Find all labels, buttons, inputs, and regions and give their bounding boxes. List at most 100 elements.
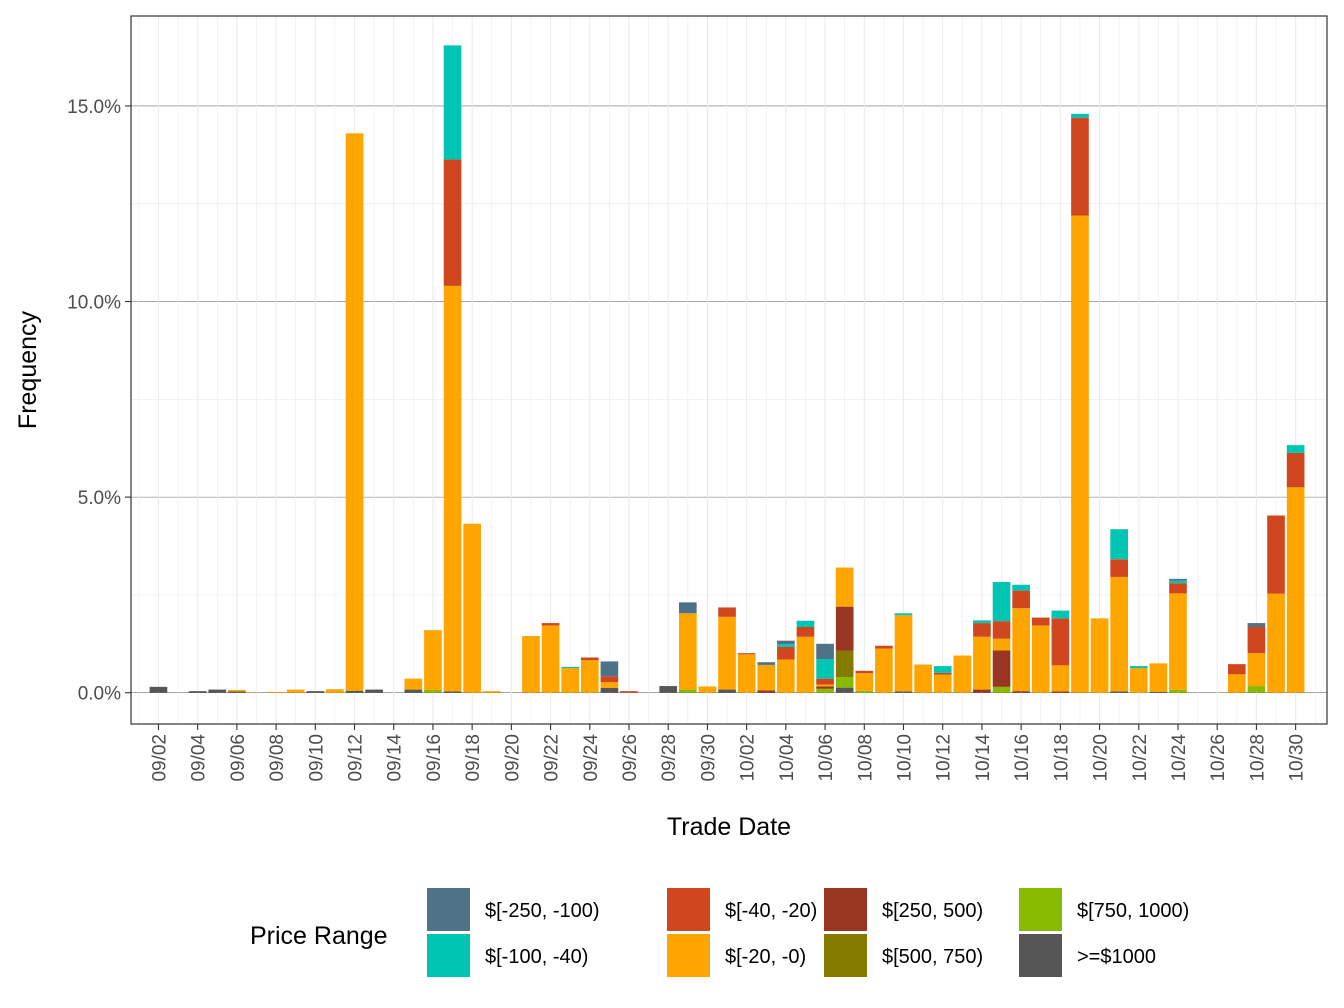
bar-segment-1000 <box>1149 691 1168 693</box>
bar-segment-20-0 <box>424 630 442 690</box>
bar-segment-100-40 <box>816 659 834 679</box>
legend-item-250-500: $[250, 500) <box>824 888 983 931</box>
x-tick-label: 09/12 <box>346 734 367 782</box>
bar-segment-40-20 <box>1071 117 1089 216</box>
bar-09-04 <box>188 691 207 693</box>
bar-segment-250-100 <box>757 662 776 665</box>
bar-segment-1000 <box>404 689 423 693</box>
bar-segment-20-0 <box>561 668 580 693</box>
bar-segment-750-1000 <box>816 688 834 693</box>
bar-segment-100-40 <box>1286 445 1305 453</box>
bar-10-16 <box>1012 584 1030 693</box>
bar-segment-750-1000 <box>679 689 697 693</box>
x-tick-label: 09/02 <box>149 734 170 782</box>
bar-segment-250-500 <box>1012 691 1030 693</box>
bar-segment-1000 <box>149 686 168 693</box>
bar-segment-40-20 <box>580 657 599 661</box>
bar-segment-250-100 <box>1169 578 1187 581</box>
bar-10-04 <box>777 640 795 693</box>
bar-10-07 <box>835 567 854 693</box>
bar-09-17 <box>443 45 462 693</box>
x-tick-label: 10/30 <box>1287 734 1308 782</box>
bar-segment-20-0 <box>1012 608 1030 692</box>
bar-segment-20-0 <box>1110 576 1128 692</box>
bar-segment-20-0 <box>326 689 344 693</box>
bar-segment-40-20 <box>1227 664 1246 675</box>
legend-label: >=$1000 <box>1077 946 1156 968</box>
bar-09-18 <box>463 523 481 693</box>
bar-segment-20-0 <box>737 654 756 693</box>
bar-segment-40-20 <box>620 691 638 693</box>
bar-segment-1000 <box>365 689 383 693</box>
bar-segment-20-0 <box>1267 593 1285 693</box>
x-tick-label: 10/16 <box>1012 734 1033 782</box>
grid-lines <box>131 16 1327 724</box>
bar-09-02 <box>149 686 168 693</box>
bar-10-17 <box>1031 617 1050 693</box>
bar-segment-100-40 <box>1110 529 1128 560</box>
bar-segment-40-20 <box>718 607 736 617</box>
bar-segment-100-40 <box>561 666 580 669</box>
legend-item-750-1000: $[750, 1000) <box>1019 888 1189 931</box>
bar-segment-20-0 <box>1247 653 1266 687</box>
y-axis-title: Frequency <box>14 310 42 429</box>
bar-segment-1000 <box>443 691 462 693</box>
x-tick-label: 09/18 <box>463 734 484 782</box>
bar-segment-20-0 <box>894 615 913 692</box>
bar-segment-40-20 <box>443 159 462 286</box>
bar-segment-20-0 <box>482 691 501 693</box>
x-tick-label: 09/22 <box>542 734 563 782</box>
bar-09-21 <box>522 635 540 693</box>
bar-segment-20-0 <box>973 636 991 690</box>
bar-segment-750-1000 <box>992 686 1011 693</box>
x-tick-label: 10/14 <box>973 734 994 782</box>
bar-segment-1000 <box>228 691 246 693</box>
bar-segment-100-40 <box>1169 580 1187 584</box>
bar-10-01 <box>718 607 736 693</box>
bar-segment-40-20 <box>816 678 834 685</box>
bar-segment-500-750 <box>835 650 854 678</box>
bar-segment-1000 <box>600 688 619 693</box>
x-tick-label: 10/06 <box>816 734 837 782</box>
x-tick-label: 09/20 <box>502 734 523 782</box>
bar-10-29 <box>1267 515 1285 693</box>
plot-panel-border <box>130 15 1328 725</box>
bar-segment-250-500 <box>835 606 854 651</box>
bar-segment-250-100 <box>600 661 619 677</box>
bar-10-09 <box>875 645 893 693</box>
bar-segment-750-1000 <box>1247 686 1266 693</box>
legend-swatch <box>667 934 710 977</box>
bar-segment-20-0 <box>796 636 815 693</box>
bar-segment-20-0 <box>914 664 932 693</box>
x-tick-label: 09/06 <box>228 734 249 782</box>
legend: Price Range $[-250, -100) $[-100, -40) $[-… <box>250 888 1189 977</box>
x-tick-label: 10/12 <box>934 734 955 782</box>
legend-item-500-750: $[500, 750) <box>824 934 983 977</box>
bar-segment-20-0 <box>933 674 952 693</box>
bar-segment-20-0 <box>992 638 1011 651</box>
legend-item-250-100: $[-250, -100) <box>427 888 600 931</box>
bars <box>149 45 1305 693</box>
legend-swatch <box>824 888 867 931</box>
x-tick-label: 09/16 <box>424 734 445 782</box>
y-tick-label: 15.0% <box>67 97 121 118</box>
bar-segment-100-40 <box>973 620 991 624</box>
bar-09-26 <box>620 691 638 693</box>
bar-10-28 <box>1247 623 1266 693</box>
bar-10-30 <box>1286 445 1305 693</box>
bar-segment-100-40 <box>796 620 815 627</box>
bar-segment-20-0 <box>404 678 423 690</box>
bar-segment-100-40 <box>933 666 952 673</box>
bar-10-20 <box>1090 618 1109 693</box>
bar-segment-20-0 <box>1169 593 1187 690</box>
bar-segment-20-0 <box>835 567 854 607</box>
x-tick-label: 10/08 <box>855 734 876 782</box>
legend-swatch <box>427 934 470 977</box>
bar-segment-40-20 <box>1247 626 1266 654</box>
bar-segment-20-0 <box>855 673 874 691</box>
bar-segment-40-20 <box>933 672 952 675</box>
bar-09-19 <box>482 691 501 693</box>
bar-segment-40-20 <box>1267 515 1285 594</box>
bar-segment-100-40 <box>1051 610 1070 619</box>
